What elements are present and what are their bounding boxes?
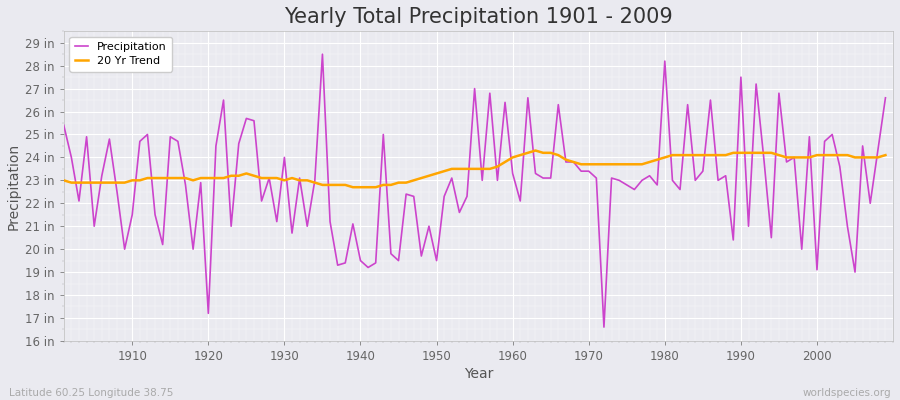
20 Yr Trend xyxy=(58,178,69,183)
Legend: Precipitation, 20 Yr Trend: Precipitation, 20 Yr Trend xyxy=(69,37,173,72)
Text: Latitude 60.25 Longitude 38.75: Latitude 60.25 Longitude 38.75 xyxy=(9,388,174,398)
Title: Yearly Total Precipitation 1901 - 2009: Yearly Total Precipitation 1901 - 2009 xyxy=(284,7,673,27)
20 Yr Trend xyxy=(530,148,541,153)
20 Yr Trend xyxy=(347,185,358,190)
20 Yr Trend xyxy=(332,182,343,187)
Text: worldspecies.org: worldspecies.org xyxy=(803,388,891,398)
Precipitation xyxy=(119,247,130,252)
20 Yr Trend xyxy=(286,176,297,180)
Precipitation xyxy=(340,260,351,265)
Y-axis label: Precipitation: Precipitation xyxy=(7,142,21,230)
20 Yr Trend xyxy=(508,155,518,160)
Line: 20 Yr Trend: 20 Yr Trend xyxy=(64,150,886,187)
Line: Precipitation: Precipitation xyxy=(64,54,886,327)
Precipitation xyxy=(317,52,328,57)
Precipitation xyxy=(880,95,891,100)
20 Yr Trend xyxy=(515,153,526,158)
Precipitation xyxy=(614,178,625,183)
X-axis label: Year: Year xyxy=(464,367,493,381)
Precipitation xyxy=(515,198,526,203)
20 Yr Trend xyxy=(614,162,625,167)
20 Yr Trend xyxy=(119,180,130,185)
Precipitation xyxy=(286,231,297,236)
Precipitation xyxy=(58,123,69,128)
Precipitation xyxy=(598,325,609,330)
Precipitation xyxy=(508,171,518,176)
20 Yr Trend xyxy=(880,153,891,158)
